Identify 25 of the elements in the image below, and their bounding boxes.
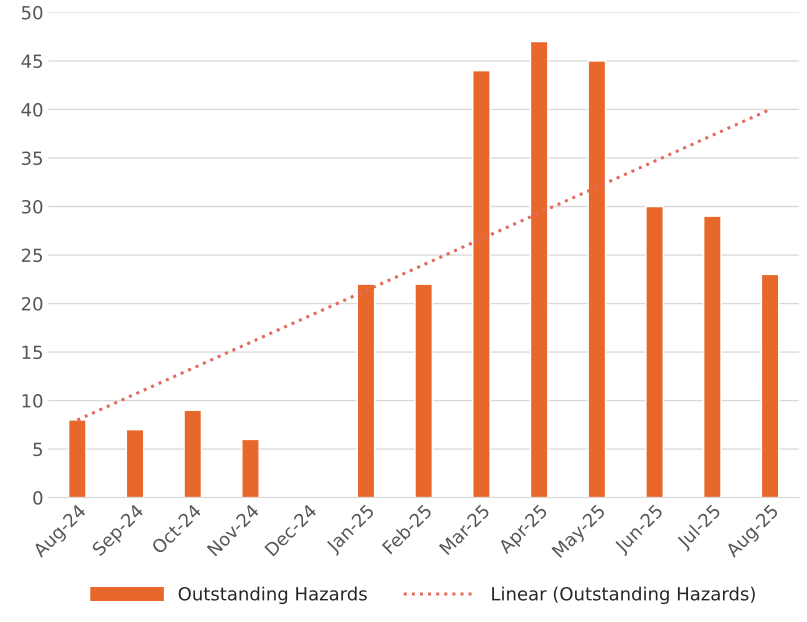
y-tick-label: 0 (33, 491, 42, 505)
y-tick-label: 40 (21, 102, 42, 117)
legend-label: Linear (Outstanding Hazards) (492, 586, 755, 604)
y-tick-label: 45 (21, 54, 42, 68)
bar (183, 410, 202, 498)
legend-label: Outstanding Hazards (178, 586, 367, 604)
y-tick-label: 30 (22, 200, 42, 214)
bar (702, 216, 722, 498)
y-tick-label: 10 (22, 394, 42, 408)
y-tick-label: 35 (22, 151, 42, 166)
bar (530, 40, 548, 498)
y-tick-label: 20 (22, 296, 42, 311)
y-tick-label: 25 (22, 248, 42, 262)
bar (356, 283, 376, 498)
bar (126, 428, 144, 498)
bar (588, 60, 606, 498)
bar (414, 283, 434, 498)
bar (472, 70, 491, 498)
y-tick-label: 15 (22, 346, 42, 360)
bar (760, 274, 780, 498)
bar (68, 419, 87, 498)
bar (241, 438, 260, 498)
y-tick-label: 50 (22, 6, 42, 20)
y-tick-label: 5 (33, 442, 42, 456)
bar (645, 206, 664, 498)
